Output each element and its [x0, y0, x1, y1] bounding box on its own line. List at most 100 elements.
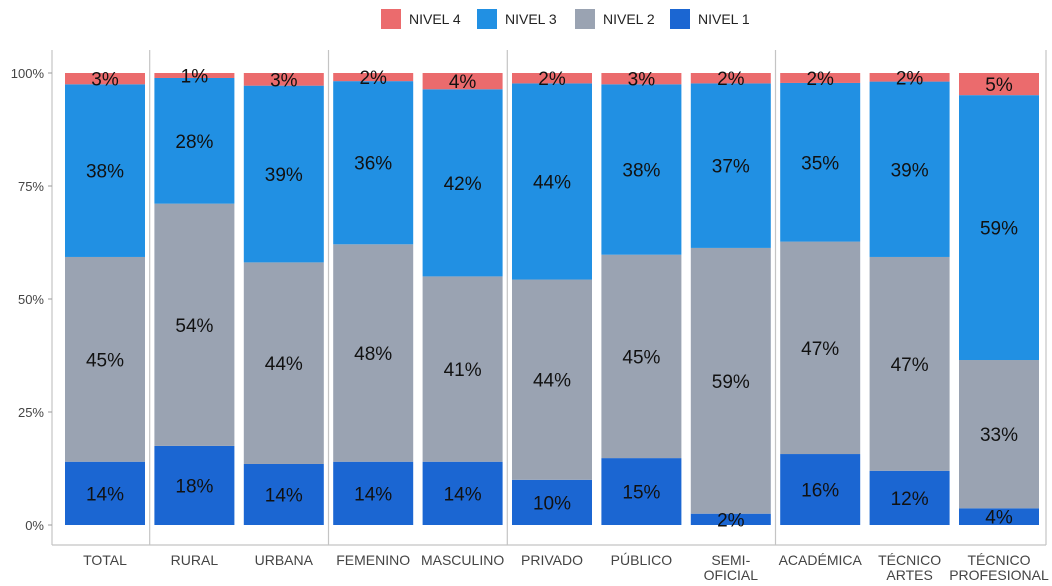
legend-item-nivel-3: NIVEL 3	[477, 9, 557, 29]
y-tick-label: 100%	[11, 66, 45, 81]
bar-segment-nivel-2	[601, 254, 682, 459]
data-label: 15%	[622, 483, 660, 504]
bar-segment-nivel-1	[243, 463, 324, 525]
data-label: 12%	[891, 489, 929, 510]
data-label: 44%	[265, 354, 303, 375]
bar-stack-t-cnico-profesional	[959, 73, 1039, 525]
data-label: 41%	[444, 360, 482, 381]
data-label: 37%	[712, 157, 750, 178]
bar-stack-total	[65, 73, 145, 525]
data-label: 2%	[538, 69, 566, 90]
x-tick-label: FEMENINO	[336, 552, 410, 568]
data-label: 16%	[801, 481, 839, 502]
legend-label: NIVEL 2	[603, 11, 655, 27]
bar-segment-nivel-3	[512, 83, 592, 280]
y-tick-label: 0%	[25, 518, 44, 533]
bar-stack-masculino	[422, 73, 503, 525]
data-label: 38%	[622, 161, 660, 182]
bar-segment-nivel-2	[690, 247, 771, 514]
data-label: 59%	[712, 372, 750, 393]
bar-segment-nivel-1	[780, 454, 861, 525]
bar-segment-nivel-4	[333, 73, 414, 82]
legend: NIVEL 4 NIVEL 3 NIVEL 2 NIVEL 1	[381, 9, 750, 29]
x-axis-labels: TOTAL RURAL URBANA FEMENINO MASCULINO PRIVADO…	[83, 552, 1049, 583]
data-label: 59%	[980, 219, 1018, 240]
x-tick-label: ACADÉMICA	[779, 552, 863, 568]
data-label: 4%	[985, 508, 1013, 529]
data-label: 10%	[533, 493, 571, 514]
data-label: 18%	[175, 476, 213, 497]
data-label: 2%	[359, 68, 387, 89]
x-tick-label: PRIVADO	[521, 552, 583, 568]
bar-segment-nivel-4	[65, 73, 145, 85]
data-label: 14%	[354, 484, 392, 505]
bar-segment-nivel-3	[869, 81, 950, 257]
legend-item-nivel-2: NIVEL 2	[575, 9, 655, 29]
legend-swatch	[477, 9, 497, 29]
legend-label: NIVEL 3	[505, 11, 557, 27]
data-label: 35%	[801, 153, 839, 174]
bar-stack-femenino	[333, 73, 414, 525]
bar-segment-nivel-1	[422, 461, 503, 525]
bar-segment-nivel-3	[243, 85, 324, 263]
data-label: 44%	[533, 172, 571, 193]
bar-segment-nivel-1	[512, 479, 592, 525]
data-label: 4%	[449, 72, 477, 93]
bar-segment-nivel-1	[65, 461, 145, 525]
bar-segment-nivel-2	[154, 203, 235, 446]
data-label: 47%	[891, 355, 929, 376]
bars	[65, 73, 1039, 525]
bar-segment-nivel-4	[959, 73, 1039, 96]
x-tick-label: RURAL	[171, 552, 219, 568]
bar-segment-nivel-1	[959, 508, 1039, 525]
data-label: 39%	[891, 160, 929, 181]
bar-stack-semi-oficial	[690, 73, 771, 525]
legend-swatch	[381, 9, 401, 29]
data-label: 47%	[801, 339, 839, 360]
x-tick-label: MASCULINO	[421, 552, 504, 568]
legend-item-nivel-4: NIVEL 4	[381, 9, 461, 29]
bar-segment-nivel-2	[780, 241, 861, 455]
y-tick-label: 25%	[18, 405, 44, 420]
bar-segment-nivel-1	[154, 445, 235, 525]
bar-segment-nivel-4	[601, 73, 682, 85]
bar-segment-nivel-2	[959, 360, 1039, 509]
y-tick-label: 75%	[18, 179, 44, 194]
data-label: 3%	[628, 70, 656, 91]
data-labels: 14% 45% 38% 3% 18% 54% 28% 1% 14% 44% 39% 3% 14% 48% 3…	[86, 66, 1018, 531]
bar-segment-nivel-4	[422, 73, 503, 90]
data-label: 44%	[533, 371, 571, 392]
bar-stack-p-blico	[601, 73, 682, 525]
data-label: 48%	[354, 344, 392, 365]
legend-swatch	[575, 9, 595, 29]
legend-swatch	[670, 9, 690, 29]
x-tick-label: SEMI-OFICIAL	[704, 552, 759, 581]
data-label: 45%	[86, 350, 124, 371]
data-label: 2%	[806, 69, 834, 90]
data-label: 45%	[622, 347, 660, 368]
bar-segment-nivel-3	[422, 89, 503, 277]
data-label: 28%	[175, 132, 213, 153]
axes: 0% 25% 50% 75% 100%	[11, 50, 1047, 546]
bar-segment-nivel-1	[869, 470, 950, 525]
bar-segment-nivel-3	[690, 83, 771, 248]
bar-segment-nivel-3	[601, 84, 682, 255]
bar-segment-nivel-1	[333, 461, 414, 525]
bar-segment-nivel-1	[690, 513, 771, 525]
bar-segment-nivel-2	[422, 276, 503, 462]
x-tick-label: TÉCNICO ARTES	[878, 552, 941, 581]
legend-label: NIVEL 4	[409, 11, 461, 27]
bar-segment-nivel-1	[601, 458, 682, 525]
data-label: 39%	[265, 165, 303, 186]
legend-label: NIVEL 1	[698, 11, 750, 27]
data-label: 36%	[354, 154, 392, 175]
data-label: 33%	[980, 425, 1018, 446]
data-label: 38%	[86, 162, 124, 183]
bar-segment-nivel-4	[243, 73, 324, 86]
data-label: 3%	[270, 70, 298, 91]
data-label: 1%	[181, 66, 209, 87]
bar-segment-nivel-4	[512, 73, 592, 84]
bar-segment-nivel-3	[780, 82, 861, 242]
data-label: 14%	[444, 484, 482, 505]
x-tick-label: TOTAL	[83, 552, 127, 568]
